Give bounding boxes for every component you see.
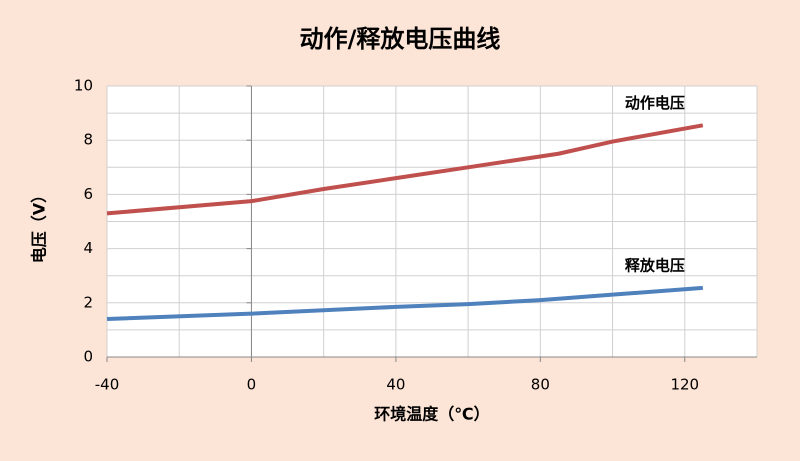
x-tick-label: 80	[531, 376, 550, 394]
line	[106, 123, 704, 216]
y-tick-label: 8	[83, 131, 93, 149]
y-tick-label: 4	[83, 239, 93, 257]
x-tick-label: 120	[670, 376, 699, 394]
series-label: 动作电压	[625, 94, 685, 112]
y-tick-label: 0	[83, 348, 93, 366]
y-tick-label: 2	[83, 293, 93, 311]
y-axis-label: 电压（V）	[30, 187, 49, 263]
x-tick-label: -40	[95, 376, 120, 394]
series-label: 释放电压	[625, 256, 685, 274]
y-tick-label: 6	[83, 185, 93, 203]
chart-title: 动作/释放电压曲线	[300, 25, 501, 53]
line	[106, 285, 703, 322]
x-tick-label: 40	[386, 376, 405, 394]
x-axis-label: 环境温度（℃）	[374, 405, 489, 424]
x-tick-label: 0	[247, 376, 257, 394]
y-tick-label: 10	[74, 77, 93, 95]
